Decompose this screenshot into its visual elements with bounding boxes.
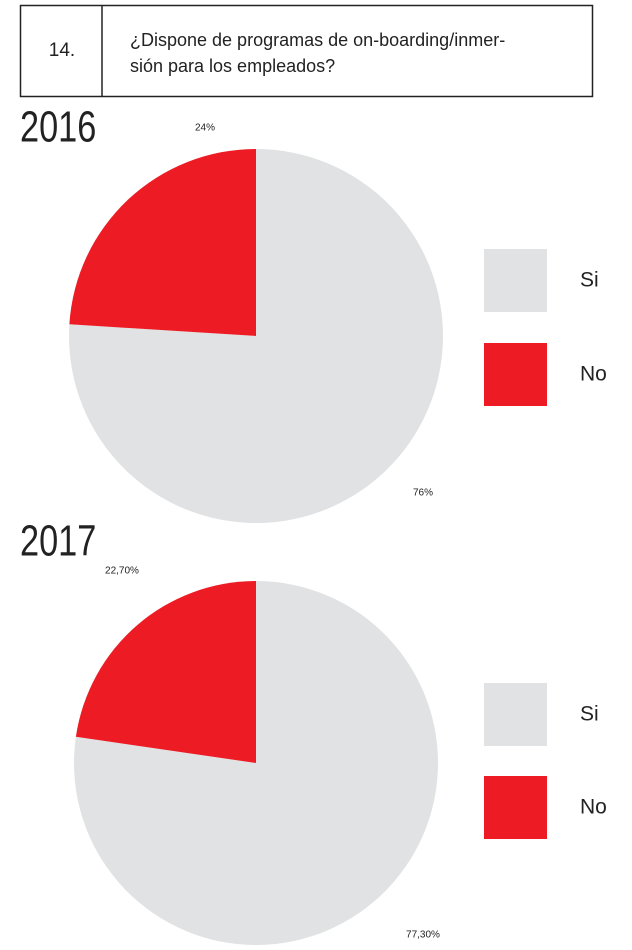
legend-swatch <box>484 343 547 406</box>
legend-swatch <box>484 249 547 312</box>
legend-label: No <box>580 363 607 386</box>
chart-title: 2017 <box>20 517 96 566</box>
slice-label: 22,70% <box>105 566 139 577</box>
pie-slice <box>69 149 256 336</box>
pie-slice <box>75 581 256 763</box>
header-box <box>19 4 594 98</box>
legend-swatch <box>484 776 547 839</box>
question-line: ¿Dispone de programas de on-boarding/inm… <box>130 30 505 50</box>
slice-label: 77,30% <box>406 930 440 941</box>
legend-label: No <box>580 796 607 819</box>
slice-label: 76% <box>413 488 433 499</box>
question-line: sión para los empleados? <box>130 56 335 76</box>
chart-title: 2016 <box>20 103 96 152</box>
slice-label: 24% <box>195 123 215 134</box>
legend-label: Si <box>580 703 599 726</box>
question-number: 14. <box>49 40 75 61</box>
legend-swatch <box>484 683 547 746</box>
legend-label: Si <box>580 269 599 292</box>
